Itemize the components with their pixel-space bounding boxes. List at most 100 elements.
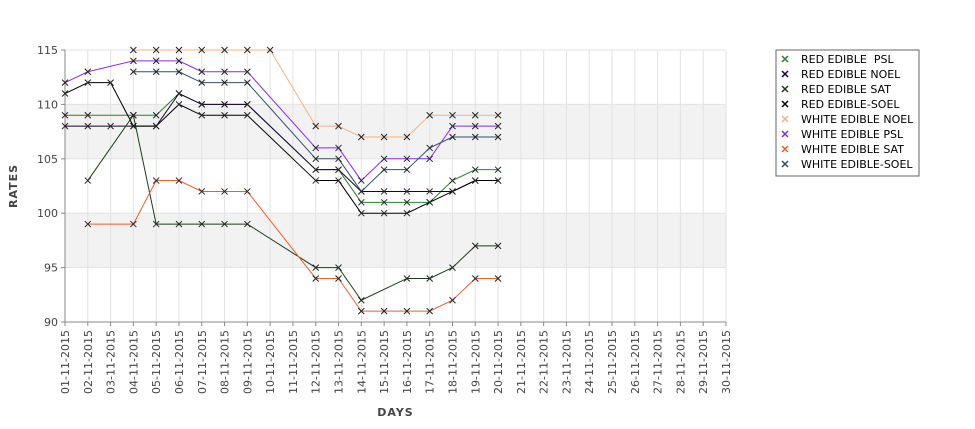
x-tick-label: 24-11-2015 — [583, 330, 596, 394]
data-point-marker — [426, 188, 434, 195]
data-point-marker — [243, 111, 251, 119]
data-point-marker — [130, 68, 137, 76]
data-point-marker — [107, 79, 114, 86]
data-point-marker — [426, 307, 434, 315]
data-point-marker — [449, 177, 456, 184]
x-tick-label: 25-11-2015 — [606, 330, 619, 394]
x-tick-label: 17-11-2015 — [424, 330, 437, 394]
legend-marker — [781, 70, 789, 78]
data-point-marker — [471, 111, 479, 119]
legend-label: RED EDIBLE SAT — [801, 83, 891, 96]
y-tick-label: 90 — [44, 316, 58, 329]
series — [61, 79, 502, 217]
data-point-marker — [175, 220, 183, 228]
data-point-marker — [494, 111, 502, 119]
data-point-marker — [335, 275, 342, 282]
x-tick-label: 04-11-2015 — [127, 330, 140, 394]
series-line — [64, 82, 499, 214]
data-point-marker — [198, 46, 206, 54]
data-point-marker — [152, 111, 160, 119]
data-point-marker — [61, 79, 69, 86]
data-point-marker — [175, 57, 183, 65]
x-tick-label: 08-11-2015 — [219, 330, 232, 394]
x-tick-label: 09-11-2015 — [241, 330, 254, 394]
data-point-marker — [130, 57, 137, 65]
x-tick-label: 13-11-2015 — [333, 330, 346, 394]
data-point-marker — [152, 68, 160, 76]
data-point-marker — [221, 79, 228, 86]
data-point-marker — [198, 79, 206, 86]
data-point-marker — [152, 122, 160, 130]
data-point-marker — [449, 188, 456, 195]
x-tick-label: 16-11-2015 — [401, 330, 414, 394]
data-point-marker — [243, 68, 251, 76]
data-point-marker — [471, 166, 479, 174]
data-point-marker — [471, 242, 479, 250]
x-tick-label: 23-11-2015 — [560, 330, 573, 394]
data-point-marker — [152, 220, 160, 228]
data-point-marker — [426, 275, 434, 282]
x-tick-label: 19-11-2015 — [469, 330, 482, 394]
data-point-marker — [403, 209, 411, 217]
data-point-marker — [380, 307, 388, 315]
data-point-marker — [221, 101, 228, 108]
data-point-marker — [312, 155, 320, 163]
x-tick-label: 06-11-2015 — [173, 330, 186, 394]
data-point-marker — [335, 264, 342, 271]
x-tick-label: 22-11-2015 — [538, 330, 551, 394]
legend-marker — [781, 85, 789, 93]
data-point-marker — [175, 177, 183, 184]
data-point-marker — [84, 68, 92, 76]
x-tick-label: 03-11-2015 — [105, 330, 118, 394]
data-point-marker — [61, 122, 69, 130]
data-point-marker — [221, 188, 228, 195]
series — [130, 68, 502, 195]
data-point-marker — [471, 122, 479, 130]
legend-marker — [781, 115, 789, 123]
data-point-marker — [403, 166, 411, 174]
data-point-marker — [221, 68, 228, 76]
data-point-marker — [152, 177, 160, 184]
legend-label: WHITE EDIBLE NOEL — [801, 113, 914, 126]
data-point-marker — [494, 122, 502, 130]
data-point-marker — [84, 111, 92, 119]
data-point-marker — [380, 209, 388, 217]
data-point-marker — [312, 177, 320, 184]
data-point-marker — [357, 188, 365, 195]
data-point-marker — [84, 122, 92, 130]
data-point-marker — [335, 155, 342, 163]
y-tick-label: 95 — [44, 262, 58, 275]
data-point-marker — [426, 198, 434, 206]
x-tick-label: 10-11-2015 — [264, 330, 277, 394]
legend-marker — [781, 100, 789, 108]
data-point-marker — [403, 275, 411, 282]
data-point-marker — [449, 122, 456, 130]
data-point-marker — [380, 198, 388, 206]
data-point-marker — [449, 264, 456, 271]
data-point-marker — [84, 177, 92, 184]
y-tick-label: 115 — [37, 44, 58, 57]
data-point-marker — [175, 46, 183, 54]
legend-marker — [781, 55, 789, 63]
data-point-marker — [84, 79, 92, 86]
data-point-marker — [198, 111, 206, 119]
data-point-marker — [312, 166, 320, 174]
data-point-marker — [221, 220, 228, 228]
series-line — [133, 49, 499, 138]
data-point-marker — [335, 177, 342, 184]
data-point-marker — [266, 46, 274, 54]
x-tick-label: 11-11-2015 — [287, 330, 300, 394]
x-tick-label: 20-11-2015 — [492, 330, 505, 394]
x-tick-label: 28-11-2015 — [674, 330, 687, 394]
data-point-marker — [403, 188, 411, 195]
data-point-marker — [312, 144, 320, 152]
data-point-marker — [449, 296, 456, 304]
legend-label: RED EDIBLE NOEL — [801, 68, 901, 81]
data-point-marker — [403, 198, 411, 206]
data-point-marker — [357, 177, 365, 184]
data-point-marker — [357, 307, 365, 315]
data-point-marker — [221, 111, 228, 119]
data-point-marker — [130, 122, 137, 130]
data-point-marker — [494, 166, 502, 174]
